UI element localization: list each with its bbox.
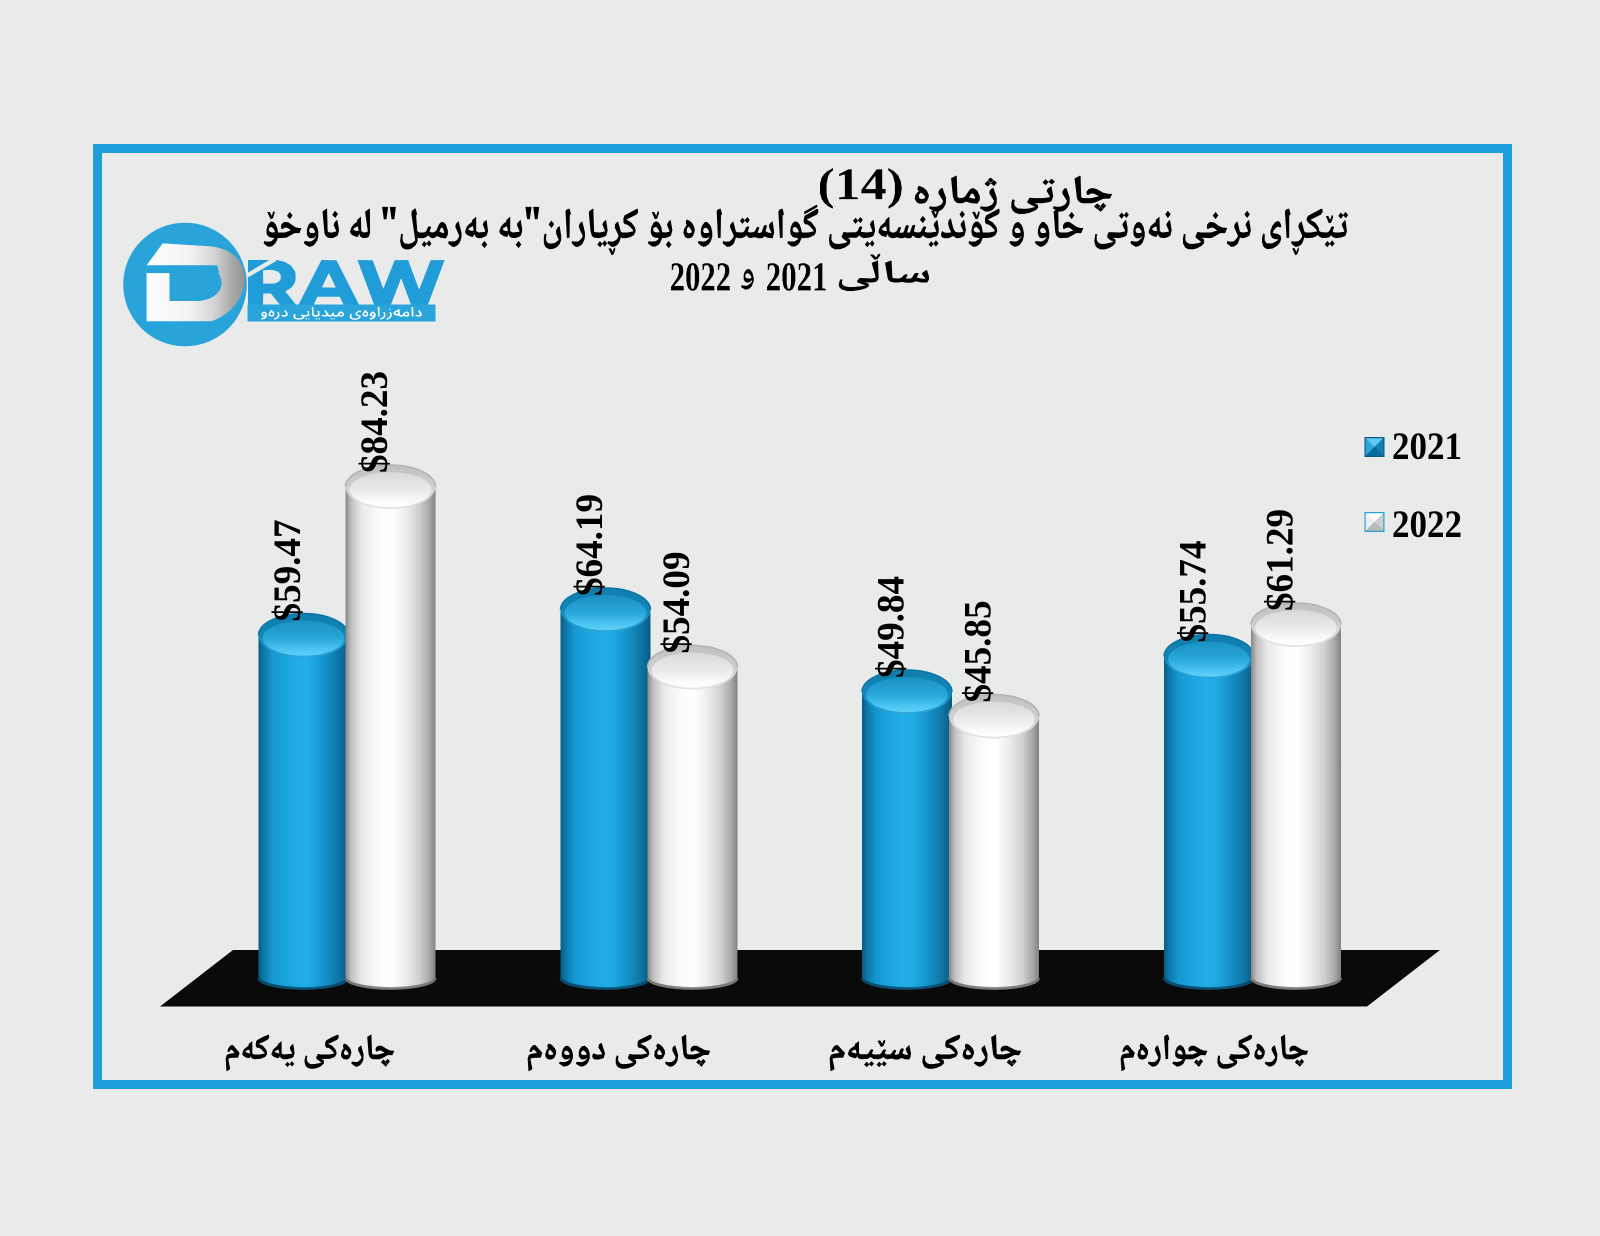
svg-text:2022: 2022 xyxy=(1392,503,1462,546)
svg-text:$49.84: $49.84 xyxy=(870,576,913,678)
svg-text:2021: 2021 xyxy=(1392,425,1462,468)
svg-text:$54.09: $54.09 xyxy=(655,552,698,654)
svg-text:$45.85: $45.85 xyxy=(957,601,1000,703)
svg-text:$55.74: $55.74 xyxy=(1172,541,1215,643)
svg-text:$59.47: $59.47 xyxy=(266,520,309,622)
svg-text:$61.29: $61.29 xyxy=(1259,509,1302,611)
svg-text:$84.23: $84.23 xyxy=(353,371,396,473)
svg-text:$64.19: $64.19 xyxy=(568,494,611,596)
